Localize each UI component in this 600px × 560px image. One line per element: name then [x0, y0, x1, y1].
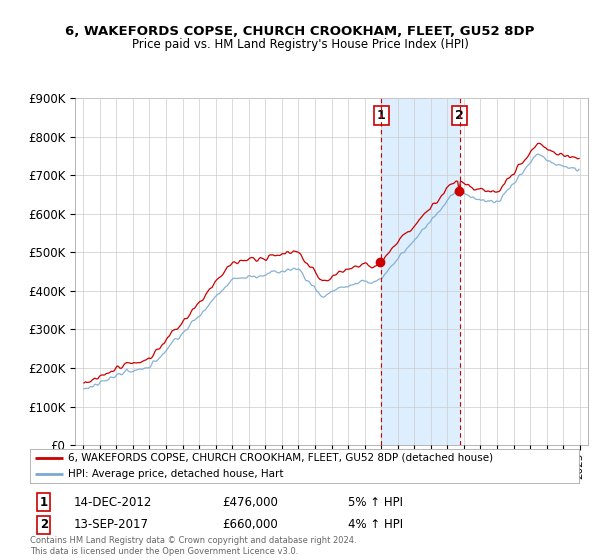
Text: 1: 1 [40, 496, 48, 509]
Text: 13-SEP-2017: 13-SEP-2017 [74, 518, 149, 531]
Text: Price paid vs. HM Land Registry's House Price Index (HPI): Price paid vs. HM Land Registry's House … [131, 38, 469, 51]
Text: HPI: Average price, detached house, Hart: HPI: Average price, detached house, Hart [68, 469, 284, 479]
Text: 2: 2 [455, 109, 464, 122]
Text: 14-DEC-2012: 14-DEC-2012 [74, 496, 152, 509]
Bar [381, 98, 460, 445]
Text: 2: 2 [40, 518, 48, 531]
Text: 4% ↑ HPI: 4% ↑ HPI [349, 518, 404, 531]
Text: 6, WAKEFORDS COPSE, CHURCH CROOKHAM, FLEET, GU52 8DP: 6, WAKEFORDS COPSE, CHURCH CROOKHAM, FLE… [65, 25, 535, 38]
Text: 6, WAKEFORDS COPSE, CHURCH CROOKHAM, FLEET, GU52 8DP (detached house): 6, WAKEFORDS COPSE, CHURCH CROOKHAM, FLE… [68, 452, 494, 463]
Text: 5% ↑ HPI: 5% ↑ HPI [349, 496, 403, 509]
Text: 1: 1 [377, 109, 386, 122]
Text: Contains HM Land Registry data © Crown copyright and database right 2024.
This d: Contains HM Land Registry data © Crown c… [30, 535, 356, 557]
Text: £660,000: £660,000 [222, 518, 278, 531]
Text: £476,000: £476,000 [222, 496, 278, 509]
